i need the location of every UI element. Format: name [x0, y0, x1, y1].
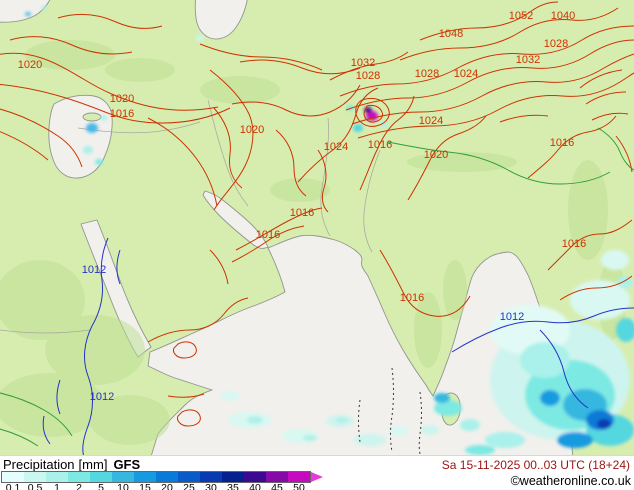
isobar-label: 1048 — [439, 28, 463, 40]
footer-title-row: Precipitation [mm] GFS Sa 15-11-2025 00..0… — [0, 456, 634, 472]
isobar-label: 1016 — [550, 137, 574, 149]
isobar-label: 1024 — [454, 68, 478, 80]
isobar-label: 1020 — [424, 149, 448, 161]
cyprus-island — [82, 112, 102, 122]
scale-value: 40 — [249, 482, 261, 490]
isobars-blue — [42, 237, 634, 455]
country-borders — [0, 99, 381, 334]
scale-value: 2 — [76, 482, 82, 490]
product-unit: [mm] — [78, 457, 108, 472]
scale-value: 10 — [117, 482, 129, 490]
isobar-label: 1040 — [551, 10, 575, 22]
product-name: Precipitation — [3, 457, 75, 472]
scale-value: 35 — [227, 482, 239, 490]
isobar-label: 1016 — [368, 139, 392, 151]
scale-chip — [24, 472, 46, 482]
scale-arrow-icon — [311, 472, 323, 482]
isolines-green — [0, 127, 634, 447]
isobar-label: 1032 — [516, 54, 540, 66]
persian-gulf — [202, 190, 269, 249]
isobar-label: 1028 — [544, 38, 568, 50]
scale-value: 50 — [293, 482, 305, 490]
isobar-label: 1016 — [110, 108, 134, 120]
model-name: GFS — [113, 457, 141, 472]
scale-chip — [2, 472, 24, 482]
isobar-label: 1016 — [290, 207, 314, 219]
isobar-label: 1052 — [509, 10, 533, 22]
scale-values: 0.1 0.5 1 2 5 10 15 20 25 30 35 40 45 50 — [2, 482, 323, 490]
scale-chip — [244, 472, 266, 482]
scale-chip — [200, 472, 222, 482]
caspian-sea — [194, 0, 248, 40]
isobar-label: 1012 — [90, 391, 114, 403]
forecast-datetime: Sa 15-11-2025 00..03 UTC (18+24) — [441, 458, 630, 472]
isobar-label: 1032 — [351, 57, 375, 69]
scale-value: 45 — [271, 482, 283, 490]
scale-chip — [68, 472, 90, 482]
isobar-label: 1028 — [356, 70, 380, 82]
isolines-dashed — [358, 367, 422, 455]
isobar-label: 1020 — [18, 59, 42, 71]
scale-value: 0.5 — [27, 482, 43, 490]
black-sea — [0, 0, 51, 23]
indian-ocean — [147, 234, 574, 455]
scale-value: 0.1 — [5, 482, 21, 490]
scale-value: 30 — [205, 482, 217, 490]
scale-chip — [222, 472, 244, 482]
isobar-label: 1020 — [110, 93, 134, 105]
isobar-label: 1012 — [82, 264, 106, 276]
scale-chip — [156, 472, 178, 482]
scale-value: 20 — [161, 482, 173, 490]
isobar-label: 1028 — [415, 68, 439, 80]
scale-value: 25 — [183, 482, 195, 490]
map-area[interactable]: 1020 1020 1016 1020 1032 1028 1028 1024 1048 1052… — [0, 0, 634, 455]
scale-chip — [178, 472, 200, 482]
footer: Precipitation [mm] GFS Sa 15-11-2025 00..0… — [0, 455, 634, 490]
isobar-label: 1016 — [400, 292, 424, 304]
scale-value: 5 — [98, 482, 104, 490]
scale-chip — [112, 472, 134, 482]
copyright: ©weatheronline.co.uk — [510, 474, 631, 488]
isobar-label: 1024 — [324, 141, 348, 153]
terrain-shading — [0, 40, 626, 445]
precipitation-layer — [25, 6, 634, 455]
isobars-red — [0, 1, 634, 427]
scale-bar — [1, 471, 311, 483]
isobar-label: 1024 — [419, 115, 443, 127]
product-title: Precipitation [mm] GFS — [3, 457, 140, 472]
isobar-label: 1016 — [256, 229, 280, 241]
scale-chip — [90, 472, 112, 482]
scale-chip — [288, 472, 310, 482]
scale-chip — [266, 472, 288, 482]
isobar-label: 1020 — [240, 124, 264, 136]
scale-chip — [134, 472, 156, 482]
isobar-label: 1016 — [562, 238, 586, 250]
scale-row — [1, 471, 323, 483]
scale-value: 15 — [139, 482, 151, 490]
precip-scale: 0.1 0.5 1 2 5 10 15 20 25 30 35 40 45 50 — [1, 471, 323, 490]
scale-chip — [46, 472, 68, 482]
scale-value: 1 — [54, 482, 60, 490]
footer-legend-row: 0.1 0.5 1 2 5 10 15 20 25 30 35 40 45 50 ©weatheronli… — [0, 471, 634, 490]
isobar-label: 1012 — [500, 311, 524, 323]
